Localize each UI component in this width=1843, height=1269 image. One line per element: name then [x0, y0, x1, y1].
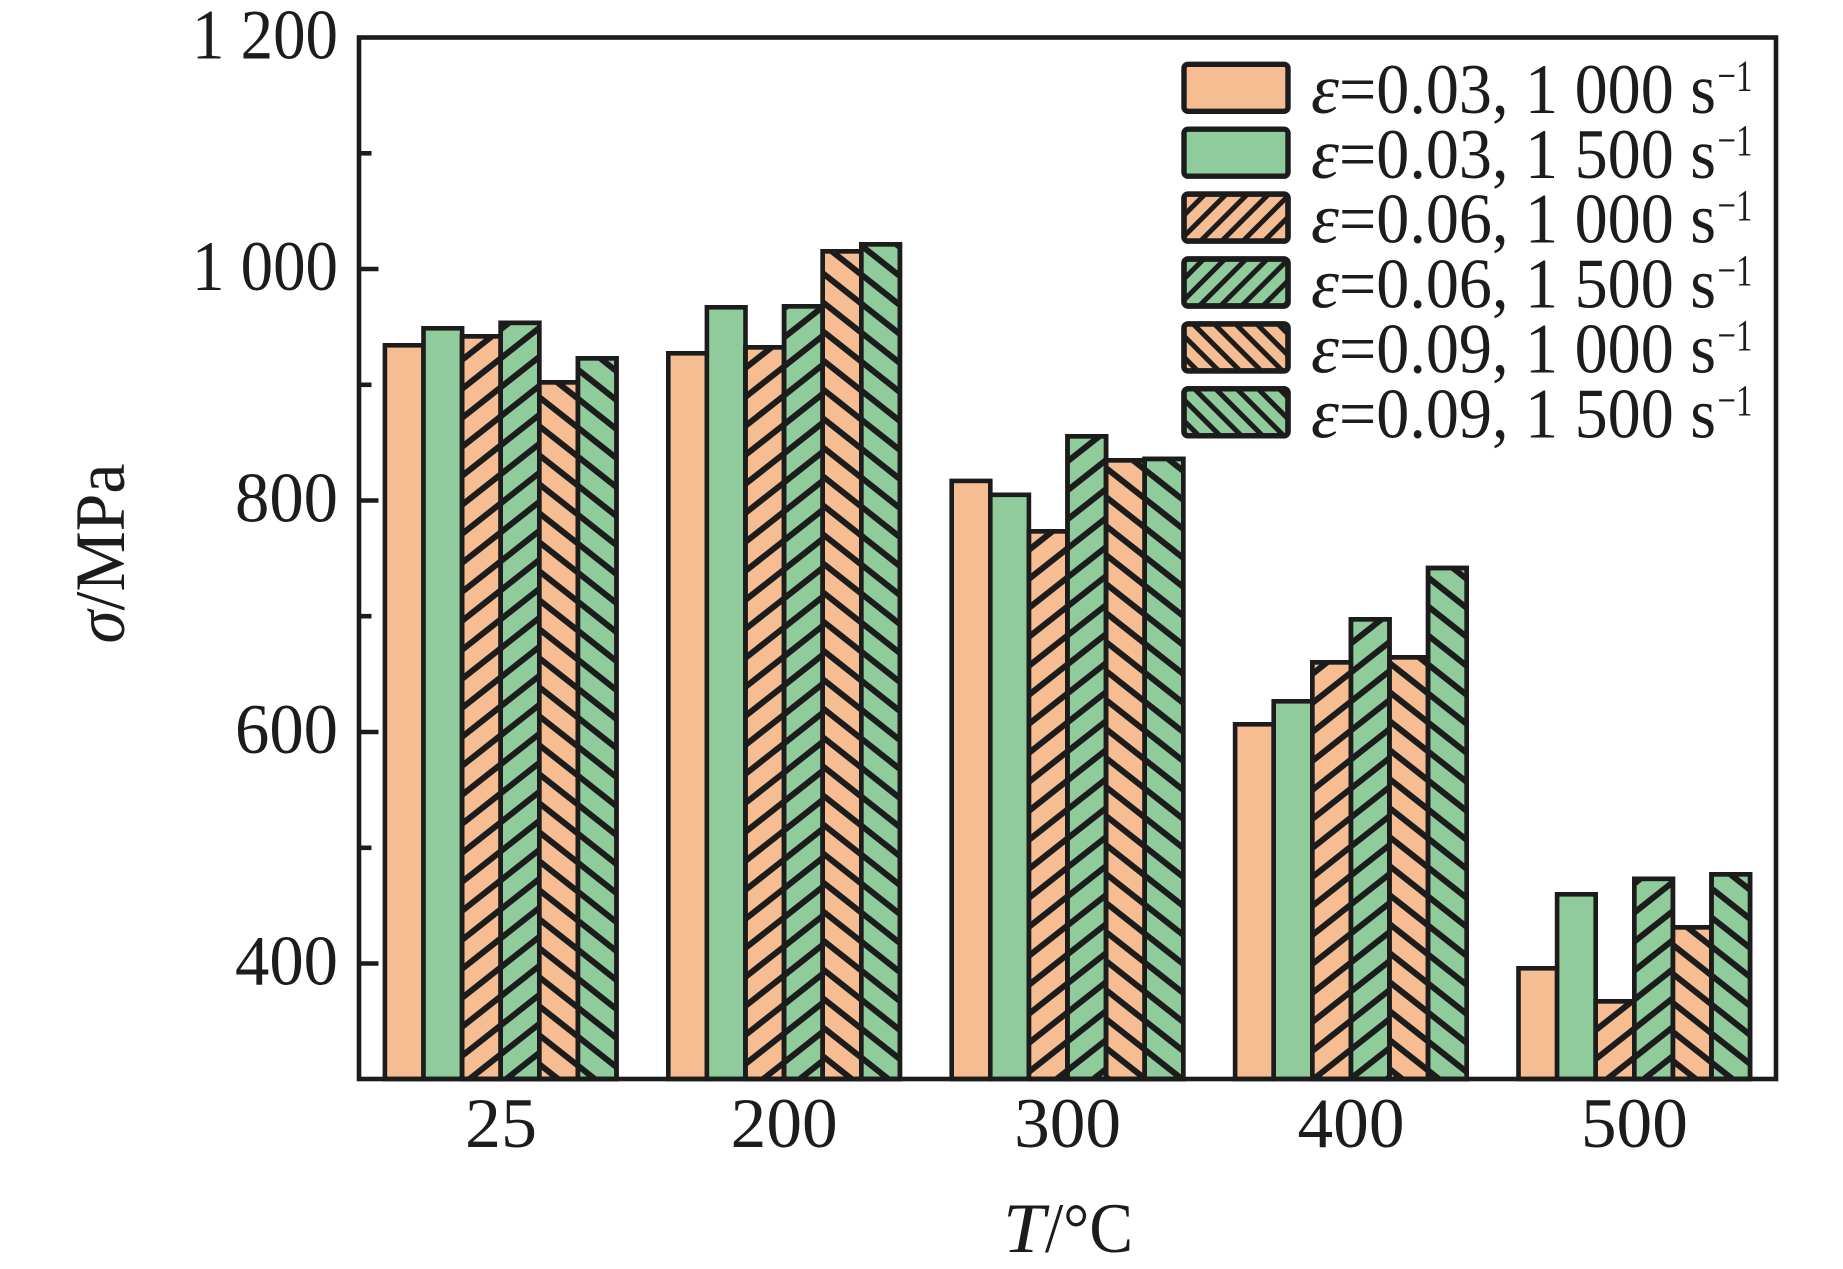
svg-text:800: 800 — [235, 460, 338, 538]
svg-text:200: 200 — [731, 1085, 838, 1163]
svg-text:/°C: /°C — [1045, 1190, 1133, 1268]
svg-text:=0.06, 1 500 s: =0.06, 1 500 s — [1339, 246, 1716, 324]
svg-text:ε: ε — [1311, 311, 1339, 389]
svg-text:−1: −1 — [1718, 246, 1753, 295]
svg-text:=0.03, 1 000 s: =0.03, 1 000 s — [1339, 51, 1716, 129]
svg-text:=0.09, 1 500 s: =0.09, 1 500 s — [1339, 375, 1716, 453]
svg-text:−1: −1 — [1718, 51, 1753, 100]
svg-text:ε: ε — [1311, 246, 1339, 324]
svg-text:−1: −1 — [1718, 181, 1753, 230]
svg-text:ε: ε — [1311, 181, 1339, 259]
svg-text:ε: ε — [1311, 375, 1339, 453]
svg-text:400: 400 — [235, 923, 338, 1001]
svg-text:1 000: 1 000 — [192, 228, 338, 306]
svg-text:ε: ε — [1311, 116, 1339, 194]
svg-text:300: 300 — [1014, 1085, 1121, 1163]
svg-text:−1: −1 — [1718, 311, 1753, 360]
svg-text:600: 600 — [235, 691, 338, 769]
svg-text:500: 500 — [1581, 1085, 1688, 1163]
svg-text:−1: −1 — [1718, 116, 1753, 165]
svg-text:ε: ε — [1311, 51, 1339, 129]
svg-text:/MPa: /MPa — [62, 464, 140, 611]
svg-text:σ: σ — [62, 608, 140, 644]
svg-text:−1: −1 — [1718, 376, 1753, 425]
svg-text:=0.03, 1 500 s: =0.03, 1 500 s — [1339, 116, 1716, 194]
svg-text:1 200: 1 200 — [192, 0, 338, 75]
svg-text:400: 400 — [1298, 1085, 1405, 1163]
svg-text:25: 25 — [465, 1085, 537, 1163]
svg-text:T: T — [1003, 1190, 1050, 1268]
svg-text:=0.06, 1 000 s: =0.06, 1 000 s — [1339, 181, 1716, 259]
svg-text:=0.09, 1 000 s: =0.09, 1 000 s — [1339, 311, 1716, 389]
